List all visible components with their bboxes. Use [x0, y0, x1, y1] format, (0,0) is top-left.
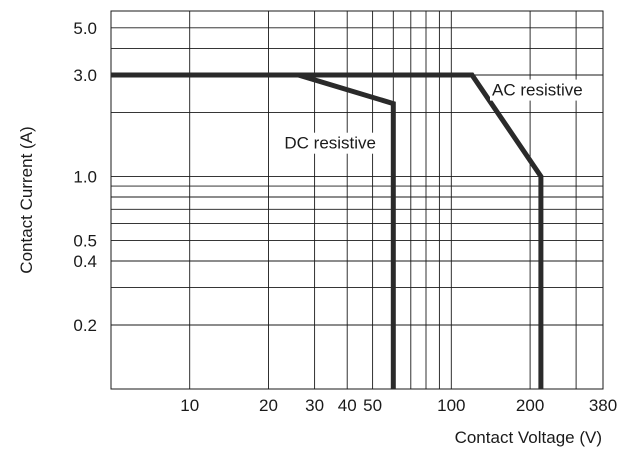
- y-tick-label: 0.2: [73, 316, 97, 335]
- x-tick-label: 40: [338, 396, 357, 415]
- x-tick-label: 10: [180, 396, 199, 415]
- y-tick-label: 5.0: [73, 19, 97, 38]
- y-tick-label: 0.5: [73, 231, 97, 250]
- x-tick-labels: 10 20 30 40 50 100 200 380: [180, 396, 617, 415]
- grid: [111, 11, 604, 389]
- plot-frame: [110, 10, 604, 390]
- x-tick-label: 50: [363, 396, 382, 415]
- x-tick-label: 20: [259, 396, 278, 415]
- x-tick-label: 30: [305, 396, 324, 415]
- annotations: DC resistive AC resistive: [282, 79, 585, 154]
- series-label-background: [490, 79, 585, 101]
- y-tick-label: 0.4: [73, 252, 97, 271]
- y-axis-label: Contact Current (A): [17, 126, 36, 273]
- series-line-dc-resistive: [111, 72, 396, 389]
- x-tick-label: 200: [516, 396, 544, 415]
- series-line-ac-resistive: [111, 72, 544, 389]
- y-tick-labels: 5.0 3.0 1.0 0.5 0.4 0.2: [73, 19, 97, 335]
- y-tick-label: 3.0: [73, 66, 97, 85]
- x-tick-label: 380: [589, 396, 617, 415]
- series-label-dc-resistive: DC resistive: [284, 134, 376, 153]
- curves: [111, 72, 544, 389]
- y-tick-label: 1.0: [73, 167, 97, 186]
- series-label-ac-resistive: AC resistive: [492, 81, 583, 100]
- series-label-background: [282, 132, 378, 154]
- x-axis-label: Contact Voltage (V): [455, 428, 602, 447]
- x-tick-label: 100: [437, 396, 465, 415]
